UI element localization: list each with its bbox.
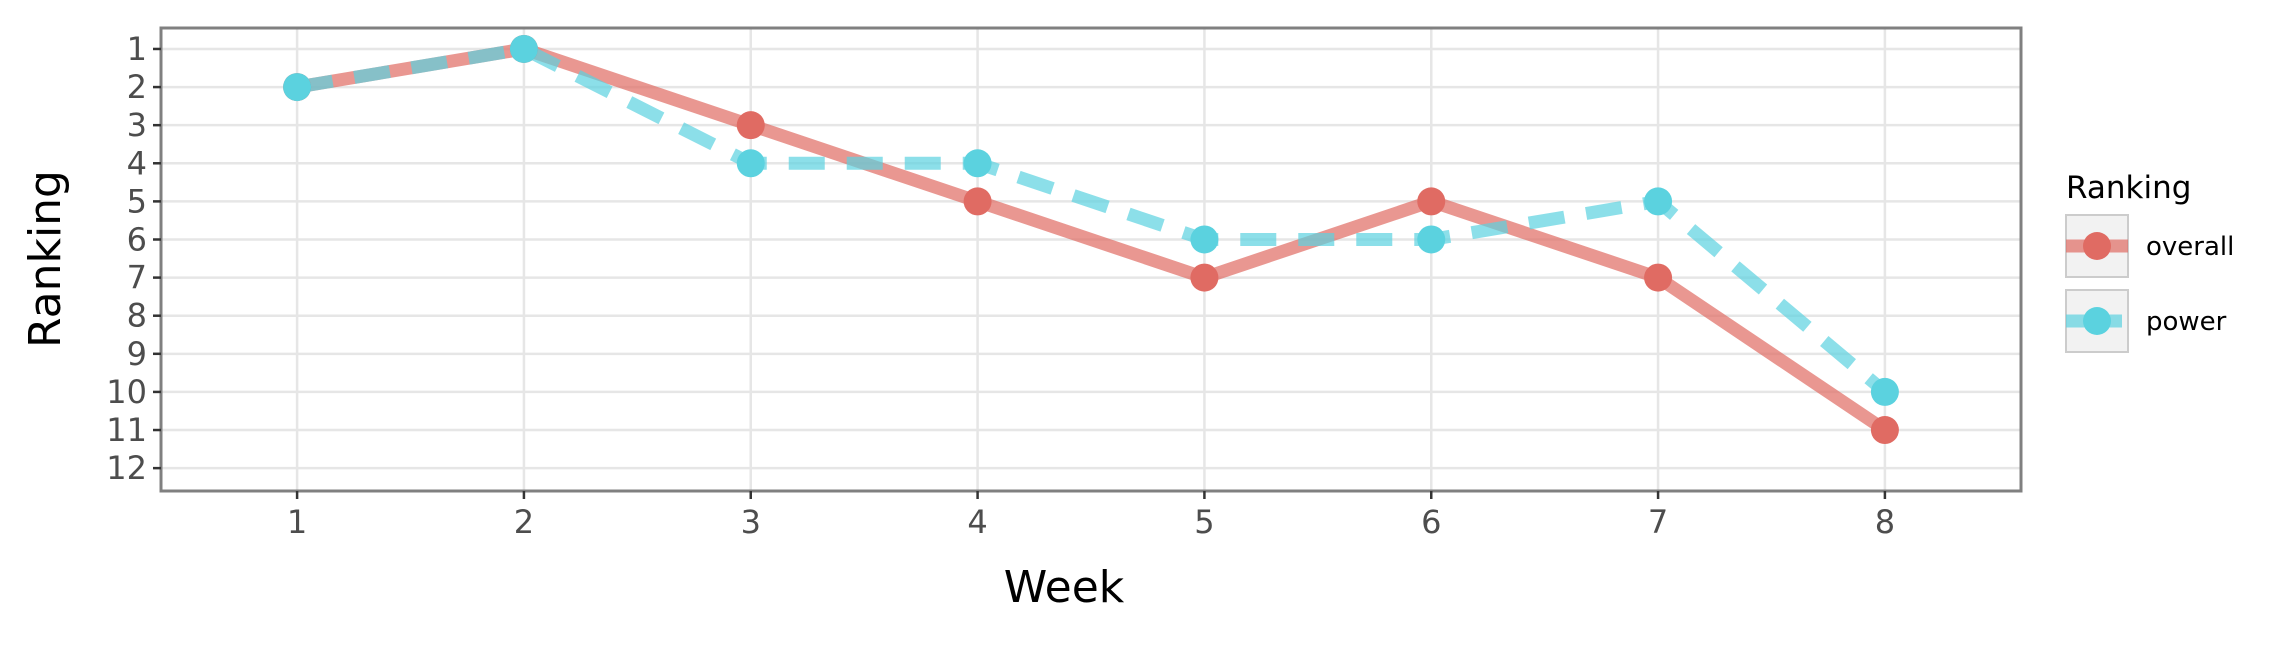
data-point-power xyxy=(509,34,538,63)
data-point-overall xyxy=(963,187,992,216)
series-line-power xyxy=(296,42,1890,397)
x-tick-label: 4 xyxy=(967,503,987,541)
x-tick-label: 8 xyxy=(1875,503,1895,541)
legend: Ranking overall power xyxy=(2065,170,2234,353)
data-point-overall xyxy=(1417,187,1446,216)
data-point-power xyxy=(963,149,992,178)
y-tick-label: 4 xyxy=(127,144,147,182)
y-tick-label: 12 xyxy=(106,449,147,487)
data-point-overall xyxy=(1190,263,1219,292)
x-tick-label: 6 xyxy=(1421,503,1441,541)
x-axis-ticks: 1 2 3 4 5 6 7 8 xyxy=(287,491,1895,541)
y-tick-label: 7 xyxy=(127,259,147,297)
legend-marker-overall xyxy=(2083,232,2111,260)
x-tick-label: 3 xyxy=(741,503,761,541)
legend-label-power: power xyxy=(2146,307,2227,337)
y-tick-label: 3 xyxy=(127,106,147,144)
legend-marker-power xyxy=(2083,307,2111,335)
data-point-power xyxy=(1190,225,1219,254)
series-line-overall xyxy=(296,42,1889,436)
plot-panel xyxy=(161,28,2021,491)
x-tick-label: 2 xyxy=(514,503,534,541)
y-tick-label: 1 xyxy=(127,30,147,68)
x-tick-label: 5 xyxy=(1194,503,1214,541)
series-points xyxy=(283,34,1899,445)
data-point-power xyxy=(1644,187,1673,216)
y-tick-label: 2 xyxy=(127,68,147,106)
series-lines xyxy=(296,42,1890,436)
y-tick-label: 8 xyxy=(127,297,147,335)
data-point-overall xyxy=(736,111,765,140)
x-tick-label: 7 xyxy=(1648,503,1668,541)
x-axis-title: Week xyxy=(1004,562,1125,613)
data-point-power xyxy=(283,73,312,102)
plot-grid xyxy=(161,28,2021,491)
data-point-power xyxy=(1870,377,1899,406)
legend-label-overall: overall xyxy=(2146,232,2234,262)
y-tick-label: 10 xyxy=(106,373,147,411)
y-tick-label: 6 xyxy=(127,220,147,258)
legend-title: Ranking xyxy=(2066,170,2191,206)
data-point-power xyxy=(736,149,765,178)
x-tick-label: 1 xyxy=(287,503,307,541)
y-axis-title: Ranking xyxy=(20,170,71,348)
data-point-overall xyxy=(1644,263,1673,292)
legend-items: overall power xyxy=(2065,214,2234,353)
y-tick-label: 5 xyxy=(127,182,147,220)
y-tick-label: 11 xyxy=(106,411,147,449)
y-tick-label: 9 xyxy=(127,335,147,373)
data-point-overall xyxy=(1870,416,1899,445)
plot-frame xyxy=(159,26,2023,493)
data-point-power xyxy=(1417,225,1446,254)
